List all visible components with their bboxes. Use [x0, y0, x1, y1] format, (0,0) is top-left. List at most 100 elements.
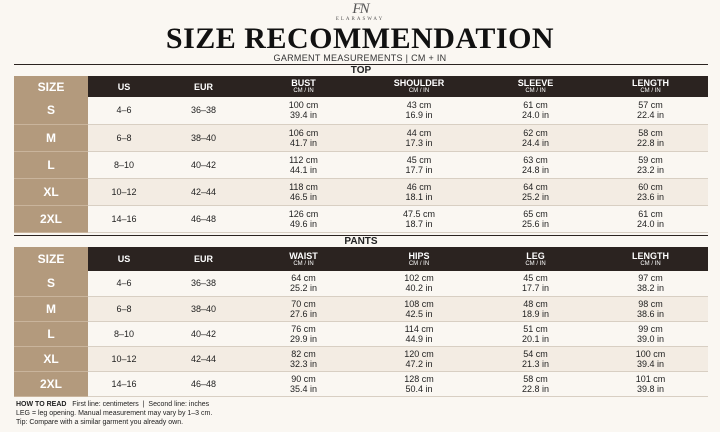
size-row: S 4–6 36–38 100 cm 39.4 in 43 cm 16.9 in 61 cm 2…: [14, 97, 708, 125]
column-header: SHOULDER CM / IN: [360, 76, 478, 97]
cm-value: 112 cm: [289, 154, 318, 165]
measure-cell: 57 cm 22.4 in: [593, 97, 708, 125]
cell: 46–48: [160, 205, 247, 233]
measure-cell: 59 cm 23.2 in: [593, 151, 708, 179]
column-header: US: [88, 247, 160, 271]
column-header: LENGTH CM / IN: [593, 247, 708, 271]
column-label: WAIST: [289, 250, 318, 261]
in-value: 25.2 in: [521, 191, 550, 202]
measure-cell: 108 cm 42.5 in: [360, 296, 478, 322]
measure-cell: 101 cm 39.8 in: [593, 371, 708, 397]
cm-value: 47.5 cm: [402, 208, 435, 219]
column-unit: CM / IN: [640, 260, 661, 267]
section-label: TOP: [14, 64, 708, 77]
in-value: 40.2 in: [405, 283, 433, 294]
cell: 6–8: [88, 124, 160, 152]
cm-value: 51 cm: [523, 323, 548, 334]
in-value: 18.9 in: [521, 308, 550, 319]
size-row: 2XL 14–16 46–48 126 cm 49.6 in 47.5 cm 18.7 in…: [14, 205, 708, 233]
size-row: XL 10–12 42–44 118 cm 46.5 in 46 cm 18.1 in 64 …: [14, 178, 708, 206]
in-value: 22.4 in: [636, 110, 665, 121]
cm-value: 99 cm: [638, 323, 663, 334]
cm-value: 60 cm: [638, 181, 663, 192]
cm-value: 61 cm: [638, 208, 663, 219]
cm-value: 58 cm: [523, 373, 548, 384]
cm-value: 114 cm: [404, 323, 434, 334]
cm-value: 102 cm: [404, 273, 434, 284]
measure-cell: 120 cm 47.2 in: [360, 346, 478, 372]
footer-text: LEG = leg opening. Manual measurement ma…: [16, 410, 213, 417]
size-cell: L: [14, 321, 88, 347]
column-header: BUST CM / IN: [247, 76, 360, 97]
footer-heading: HOW TO READ: [16, 401, 67, 408]
cell: 40–42: [160, 151, 247, 179]
column-header: SIZE: [14, 247, 88, 271]
column-label: HIPS: [408, 250, 430, 261]
cm-value: 76 cm: [291, 323, 316, 334]
cm-value: 120 cm: [404, 348, 434, 359]
column-label: LENGTH: [632, 250, 669, 261]
measure-cell: 46 cm 18.1 in: [360, 178, 478, 206]
cell: 8–10: [88, 151, 160, 179]
cm-value: 62 cm: [523, 127, 548, 138]
size-row: M 6–8 38–40 70 cm 27.6 in 108 cm 42.5 in 48 cm 1…: [14, 296, 708, 322]
column-unit: CM / IN: [640, 88, 661, 94]
cm-value: 101 cm: [635, 373, 666, 384]
measure-cell: 70 cm 27.6 in: [247, 296, 360, 322]
measure-cell: 44 cm 17.3 in: [360, 124, 478, 152]
in-value: 47.2 in: [405, 358, 433, 369]
column-unit: CM / IN: [293, 88, 314, 94]
measure-cell: 128 cm 50.4 in: [360, 371, 478, 397]
cell: 4–6: [88, 271, 160, 297]
measure-cell: 60 cm 23.6 in: [593, 178, 708, 206]
measure-cell: 51 cm 20.1 in: [478, 321, 593, 347]
section-title: PANTS: [344, 236, 378, 247]
cm-value: 70 cm: [291, 298, 316, 309]
size-cell: S: [14, 271, 88, 297]
title: SIZE RECOMMENDATION: [165, 22, 555, 55]
header-row: SIZE US EUR WAIST CM / IN HIPS CM / IN LEG CM / …: [14, 247, 708, 271]
cm-value: 106 cm: [288, 127, 319, 138]
brand-monogram: FN: [352, 1, 369, 17]
in-value: 27.6 in: [289, 308, 318, 319]
size-table: SIZE US EUR BUST CM / IN SHOULDER CM / IN SLEEV…: [14, 76, 708, 233]
measure-cell: 45 cm 17.7 in: [360, 151, 478, 179]
column-header: EUR: [160, 247, 247, 271]
subtitle: GARMENT MEASUREMENTS | CM + IN: [273, 53, 447, 63]
in-value: 44.1 in: [289, 164, 318, 175]
cm-value: 65 cm: [523, 208, 548, 219]
cm-value: 48 cm: [523, 298, 548, 309]
measure-cell: 99 cm 39.0 in: [593, 321, 708, 347]
cm-value: 64 cm: [523, 181, 548, 192]
size-table: SIZE US EUR WAIST CM / IN HIPS CM / IN LEG CM / …: [14, 247, 708, 397]
measure-cell: 100 cm 39.4 in: [593, 346, 708, 372]
cm-value: 82 cm: [291, 348, 316, 359]
in-value: 39.0 in: [636, 333, 665, 344]
in-value: 16.9 in: [405, 110, 433, 121]
in-value: 24.0 in: [636, 218, 665, 229]
cell: 10–12: [88, 346, 160, 372]
in-value: 23.6 in: [636, 191, 665, 202]
measure-cell: 48 cm 18.9 in: [478, 296, 593, 322]
cm-value: 44 cm: [406, 127, 432, 138]
cm-value: 45 cm: [523, 273, 548, 284]
in-value: 46.5 in: [289, 191, 318, 202]
footer-text: Second line: inches: [148, 401, 210, 408]
cell: 42–44: [160, 178, 247, 206]
in-value: 21.3 in: [521, 358, 550, 369]
column-unit: CM / IN: [408, 260, 430, 267]
cell: 14–16: [88, 205, 160, 233]
in-value: 17.7 in: [405, 164, 433, 175]
size-row: L 8–10 40–42 112 cm 44.1 in 45 cm 17.7 in 63 cm…: [14, 151, 708, 179]
cell: 38–40: [160, 296, 247, 322]
section-label: PANTS: [14, 235, 708, 248]
measure-cell: 97 cm 38.2 in: [593, 271, 708, 297]
size-row: S 4–6 36–38 64 cm 25.2 in 102 cm 40.2 in 45 cm 1…: [14, 271, 708, 297]
in-value: 24.8 in: [521, 164, 550, 175]
size-row: 2XL 14–16 46–48 90 cm 35.4 in 128 cm 50.4 in 58…: [14, 371, 708, 397]
cm-value: 59 cm: [638, 154, 663, 165]
cell: 8–10: [88, 321, 160, 347]
in-value: 24.4 in: [521, 137, 550, 148]
measure-cell: 82 cm 32.3 in: [247, 346, 360, 372]
